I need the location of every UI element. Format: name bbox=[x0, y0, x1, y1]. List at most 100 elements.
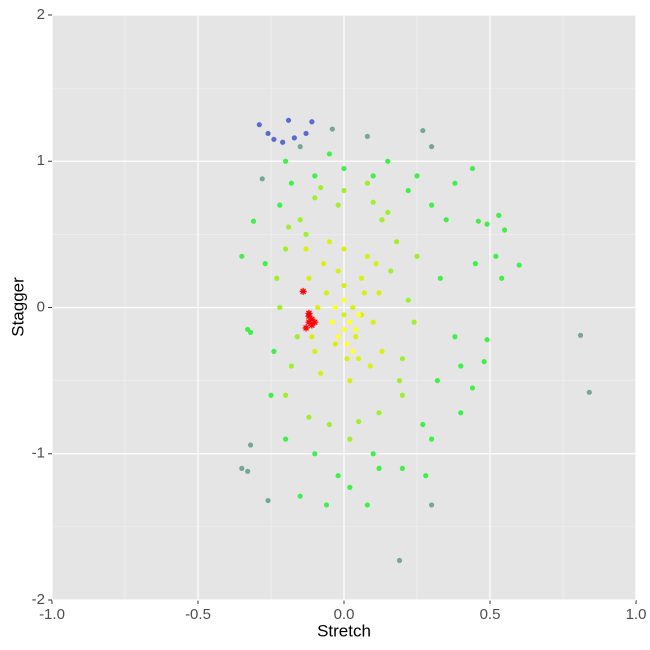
point bbox=[297, 493, 303, 499]
point bbox=[306, 275, 312, 281]
point bbox=[376, 465, 382, 471]
point bbox=[429, 202, 435, 208]
point bbox=[274, 275, 280, 281]
point bbox=[496, 212, 502, 218]
x-tick-label: 1.0 bbox=[626, 606, 647, 623]
point bbox=[373, 261, 379, 267]
point bbox=[379, 348, 385, 354]
point bbox=[458, 363, 464, 369]
point bbox=[469, 165, 476, 172]
point bbox=[285, 224, 292, 230]
point bbox=[341, 326, 347, 333]
point bbox=[341, 297, 347, 303]
y-tick-label: 0 bbox=[37, 298, 45, 315]
point bbox=[472, 261, 478, 267]
point bbox=[364, 253, 370, 259]
point bbox=[247, 442, 254, 448]
point bbox=[283, 392, 289, 398]
point bbox=[303, 231, 309, 237]
point bbox=[356, 418, 362, 425]
point bbox=[347, 319, 353, 325]
x-tick-label: -1.0 bbox=[39, 606, 65, 623]
point bbox=[256, 122, 262, 128]
star-point bbox=[308, 321, 316, 329]
point bbox=[323, 502, 330, 508]
star-point bbox=[305, 318, 313, 326]
point bbox=[399, 465, 405, 471]
point bbox=[370, 173, 376, 179]
point bbox=[312, 451, 318, 457]
x-tick-label: 0.0 bbox=[334, 606, 355, 623]
point bbox=[434, 378, 441, 384]
point bbox=[335, 268, 341, 274]
point bbox=[577, 332, 584, 338]
point bbox=[277, 304, 283, 311]
point bbox=[262, 261, 268, 267]
point bbox=[239, 253, 245, 259]
point bbox=[265, 497, 271, 504]
point bbox=[429, 502, 435, 508]
point bbox=[280, 139, 286, 145]
point bbox=[516, 262, 522, 268]
point bbox=[396, 557, 403, 564]
point bbox=[245, 326, 251, 333]
point bbox=[393, 239, 400, 245]
y-tick-label: 2 bbox=[37, 6, 45, 23]
point bbox=[335, 334, 341, 340]
x-axis-label: Stretch bbox=[317, 621, 371, 640]
point bbox=[326, 239, 332, 245]
point bbox=[452, 180, 458, 186]
point bbox=[294, 334, 300, 340]
point bbox=[323, 290, 330, 296]
point bbox=[429, 436, 435, 442]
point bbox=[315, 304, 321, 311]
point bbox=[245, 468, 251, 474]
point bbox=[358, 275, 365, 281]
point bbox=[332, 304, 338, 311]
star-point bbox=[305, 309, 313, 317]
point bbox=[399, 356, 405, 362]
point bbox=[318, 370, 324, 376]
point bbox=[361, 290, 368, 296]
point bbox=[288, 363, 295, 369]
point bbox=[385, 209, 391, 216]
point bbox=[303, 246, 309, 252]
point bbox=[341, 282, 347, 289]
point bbox=[475, 218, 481, 224]
point bbox=[283, 158, 289, 164]
star-point bbox=[311, 318, 319, 326]
x-tick-label: -0.5 bbox=[185, 606, 211, 623]
x-tick-label: 0.5 bbox=[480, 606, 501, 623]
point bbox=[376, 410, 382, 416]
point bbox=[420, 127, 426, 134]
point bbox=[250, 218, 257, 224]
point bbox=[268, 392, 274, 398]
point bbox=[344, 356, 350, 362]
point bbox=[347, 436, 353, 442]
point bbox=[414, 173, 420, 179]
point bbox=[420, 421, 426, 428]
point bbox=[303, 130, 309, 137]
point bbox=[364, 133, 370, 139]
point bbox=[350, 304, 356, 311]
point bbox=[341, 246, 347, 252]
point bbox=[385, 158, 391, 164]
point bbox=[502, 227, 508, 233]
point bbox=[493, 253, 499, 259]
point bbox=[265, 130, 271, 137]
point bbox=[443, 217, 449, 223]
star-point bbox=[302, 324, 310, 332]
star-point bbox=[299, 287, 307, 295]
point bbox=[411, 319, 417, 325]
star-point bbox=[308, 315, 316, 323]
y-tick-label: -2 bbox=[32, 591, 45, 608]
point bbox=[283, 246, 289, 252]
point bbox=[297, 217, 303, 223]
point bbox=[356, 312, 362, 318]
point bbox=[285, 117, 292, 123]
point bbox=[239, 465, 245, 471]
point bbox=[306, 414, 312, 420]
point bbox=[364, 180, 370, 186]
point bbox=[437, 275, 443, 281]
